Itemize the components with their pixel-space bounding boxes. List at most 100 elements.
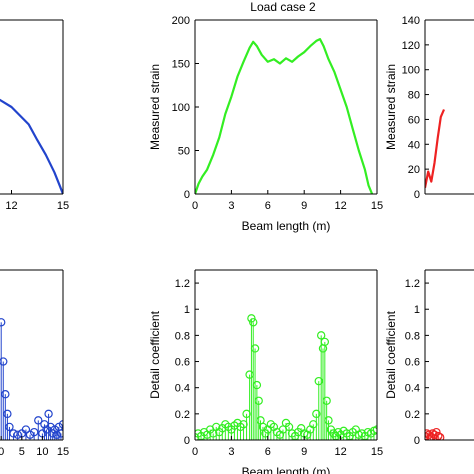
center-top-y-tick-label: 200 <box>172 15 190 27</box>
center-bottom-x-tick-label: 9 <box>301 446 307 458</box>
left-bottom-stem-marker <box>0 318 6 327</box>
left-bottom-data <box>0 318 63 440</box>
right-bottom-y-label: Detail coefficient <box>384 310 398 398</box>
left-bottom-stem-marker <box>58 420 63 429</box>
center-bottom-stem-marker <box>247 314 256 323</box>
center-bottom-data <box>195 314 377 440</box>
left-bottom-stem-marker <box>1 390 10 399</box>
center-bottom-x-tick-label: 0 <box>192 446 198 458</box>
left-bottom-panel: 0 5 10 15 <box>0 269 69 458</box>
center-bottom-stem-marker <box>324 416 333 425</box>
right-bottom-y-tick-label: 0.6 <box>405 357 420 369</box>
right-top-series-line <box>425 109 446 189</box>
left-top-panel: 12 15 <box>0 19 69 212</box>
center-bottom-y-tick-label: 0.8 <box>175 330 190 342</box>
left-bottom-stem-marker <box>3 409 12 419</box>
right-bottom-y-tick-label: 0.4 <box>405 383 420 395</box>
center-bottom-y-tick-label: 0.2 <box>175 409 190 421</box>
center-top-x-tick-label: 15 <box>371 200 383 212</box>
left-bottom-x-tick-label: 0 <box>0 446 4 458</box>
center-bottom-y-tick-label: 1 <box>184 304 190 316</box>
center-bottom-stem-marker <box>254 396 263 405</box>
left-top-x-tick-label: 15 <box>57 200 69 212</box>
center-bottom-y-label: Detail coefficient <box>148 310 162 398</box>
center-bottom-stem-marker <box>316 331 326 340</box>
center-top-y-tick-label: 100 <box>172 102 190 114</box>
center-top-data <box>195 37 374 194</box>
left-bottom-stem-marker <box>13 430 22 439</box>
right-bottom-y-tick-label: 0.2 <box>405 409 420 421</box>
center-top-series-line <box>195 37 374 194</box>
left-bottom-x-tick-label: 10 <box>36 446 48 458</box>
right-bottom-stem-marker <box>436 433 445 440</box>
center-bottom-x-tick-label: 15 <box>371 446 383 458</box>
left-bottom-stem-marker <box>34 416 43 425</box>
right-top-y-tick-label: 120 <box>402 40 420 52</box>
center-bottom-stem-marker <box>242 409 251 419</box>
left-top-x-tick-label: 12 <box>5 200 17 212</box>
right-top-y-tick-label: 140 <box>402 15 420 27</box>
left-bottom-stem-marker <box>29 427 39 437</box>
center-top-y-label: Measured strain <box>148 64 162 150</box>
center-bottom-stem-marker <box>252 380 262 390</box>
center-top-y-tick-label: 50 <box>178 146 190 158</box>
left-top-data <box>0 98 63 194</box>
left-bottom-x-tick-label: 5 <box>19 446 25 458</box>
center-bottom-stem-marker <box>333 427 343 437</box>
left-bottom-stem-marker <box>9 429 18 438</box>
left-bottom-stem-marker <box>0 357 8 366</box>
center-top-x-label: Beam length (m) <box>242 219 331 233</box>
center-top-y-tick-label: 0 <box>184 189 190 201</box>
center-bottom-stem-marker <box>322 396 331 405</box>
center-bottom-y-tick-label: 0.4 <box>175 383 190 395</box>
center-bottom-panel: 0 3 6 9 12 15 0 0.2 0.4 0.6 0.8 1 1.2 Beam length (m)… <box>148 269 383 474</box>
right-bottom-y-tick-label: 0.8 <box>405 330 420 342</box>
right-top-panel: 0 20 40 60 80 100 120 140 Measured strain <box>384 15 474 201</box>
center-bottom-y-tick-label: 0 <box>184 435 190 447</box>
right-bottom-y-tick-label: 1.2 <box>405 278 420 290</box>
right-top-y-tick-label: 60 <box>408 114 420 126</box>
center-bottom-stem-marker <box>314 376 323 386</box>
left-top-series-line <box>0 98 63 194</box>
right-top-y-tick-label: 100 <box>402 65 420 77</box>
center-top-x-tick-label: 3 <box>228 200 234 212</box>
left-bottom-x-tick-label: 15 <box>57 446 69 458</box>
left-bottom-stem-marker <box>56 429 63 438</box>
center-top-y-tick-label: 150 <box>172 59 190 71</box>
left-bottom-stem-marker <box>52 430 62 439</box>
right-top-y-tick-label: 20 <box>408 164 420 176</box>
left-bottom-stem-marker <box>25 430 35 439</box>
left-bottom-stem-marker <box>50 425 59 434</box>
right-bottom-y-tick-label: 0 <box>414 435 420 447</box>
left-bottom-stem-marker <box>44 409 53 419</box>
center-bottom-stem-marker <box>284 422 294 432</box>
center-bottom-stem-marker <box>208 429 218 438</box>
center-top-x-tick-label: 9 <box>301 200 307 212</box>
center-top-x-tick-label: 0 <box>192 200 198 212</box>
center-bottom-stem-marker <box>239 420 248 429</box>
center-top-x-tick-label: 12 <box>334 200 346 212</box>
center-bottom-x-tick-label: 12 <box>334 446 346 458</box>
center-bottom-stem-marker <box>312 409 321 419</box>
center-bottom-x-tick-label: 6 <box>265 446 271 458</box>
right-top-y-tick-label: 40 <box>408 139 420 151</box>
left-bottom-stem-marker <box>42 425 51 434</box>
center-bottom-stem-marker <box>320 337 330 347</box>
center-bottom-x-tick-label: 3 <box>228 446 234 458</box>
left-bottom-stem-marker <box>5 422 14 432</box>
center-bottom-x-label: Beam length (m) <box>242 465 331 474</box>
right-top-y-label: Measured strain <box>384 64 398 150</box>
right-top-y-tick-label: 80 <box>408 90 420 102</box>
center-bottom-stem-marker <box>249 318 258 327</box>
center-top-title: Load case 2 <box>250 0 316 14</box>
right-bottom-data <box>425 427 445 440</box>
center-top-x-tick-label: 6 <box>265 200 271 212</box>
center-bottom-y-tick-label: 1.2 <box>175 278 190 290</box>
center-bottom-stem-marker <box>250 344 260 353</box>
right-top-data <box>425 109 446 189</box>
right-bottom-panel: 0 0.2 0.4 0.6 0.8 1 1.2 Detail coefficient <box>384 269 474 447</box>
center-bottom-stem-marker <box>309 420 318 429</box>
